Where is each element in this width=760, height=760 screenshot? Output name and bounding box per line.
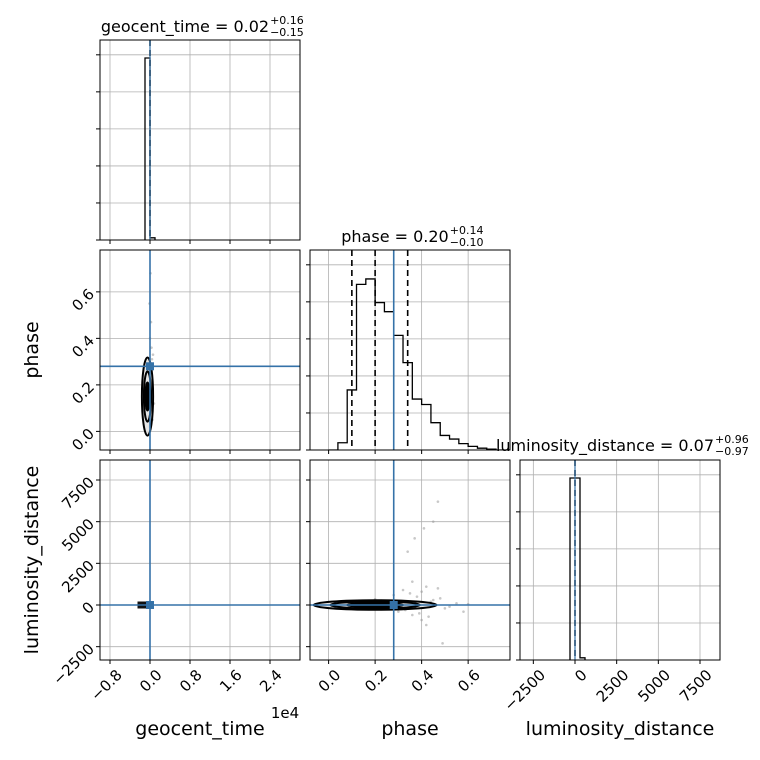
sample-point-10 [455, 602, 458, 605]
xlabel-geocent_time: geocent_time [135, 718, 264, 740]
panel-frame [519, 459, 721, 661]
sample-point-6 [150, 358, 154, 361]
sample-point-14 [150, 346, 153, 349]
title-text-geocent_time: geocent_time = 0.02 [101, 17, 269, 37]
sample-point-5 [443, 607, 447, 610]
text-layer: −0.8 0.0 0.8 1.6 2.4 0.0 0.2 0.4 0.6 −2500 0 2500 50… [21, 14, 749, 740]
ytick-label-luminosity_distance-3: 5000 [58, 515, 98, 555]
xtick-label-geocent_time-4: 2.4 [256, 666, 286, 696]
title-plus-geocent_time: +0.16 [270, 14, 304, 27]
sample-point-0 [415, 595, 419, 598]
sample-point-3 [411, 613, 414, 617]
histogram-luminosity_distance [569, 477, 586, 660]
contour-level-0 [140, 356, 155, 437]
title-plus-phase: +0.14 [450, 224, 484, 237]
truth-marker [146, 362, 154, 371]
title-luminosity_distance: luminosity_distance = 0.07 +0.96−0.97 [496, 433, 749, 458]
panel-geocent_time-vs-geocent_time [96, 39, 301, 244]
title-text-phase: phase = 0.20 [341, 227, 448, 246]
contour-level-1 [142, 370, 153, 423]
xtick-label-phase-1: 0.2 [361, 666, 391, 696]
xtick-label-phase-3: 0.6 [454, 666, 484, 696]
panel-frame [309, 249, 511, 451]
sample-point-7 [151, 353, 155, 356]
title-minus-luminosity_distance: −0.97 [715, 445, 749, 458]
offset-label-geocent_time: 1e4 [271, 704, 299, 722]
ytick-label-luminosity_distance-1: 0 [79, 598, 98, 617]
histogram-phase [328, 278, 510, 450]
ytick-label-luminosity_distance-4: 7500 [58, 473, 98, 513]
panel-frame [309, 459, 511, 661]
sample-point-24 [406, 550, 409, 553]
ytick-label-phase-3: 0.6 [68, 285, 98, 315]
xtick-label-geocent_time-3: 1.6 [216, 666, 246, 696]
sample-point-20 [436, 500, 440, 503]
panel-frame [99, 249, 301, 451]
ytick-label-phase-2: 0.4 [68, 332, 98, 362]
sample-point-18 [418, 612, 421, 615]
sample-point-15 [408, 592, 412, 595]
truth-marker [146, 601, 154, 609]
contour-level-2 [144, 381, 151, 412]
panels-layer [96, 39, 721, 664]
panel-frame [99, 459, 301, 661]
title-minus-geocent_time: −0.15 [270, 26, 304, 39]
panel-phase-vs-phase [306, 249, 511, 454]
sample-point-21 [431, 520, 435, 523]
sample-point-4 [431, 598, 435, 602]
sample-point-31 [411, 580, 414, 583]
panel-luminosity_distance-vs-geocent_time [96, 459, 301, 664]
sample-point-16 [448, 605, 451, 608]
xtick-label-phase-0: 0.0 [315, 666, 345, 696]
xtick-label-luminosity_distance-0: −2500 [500, 666, 549, 715]
truth-marker [389, 601, 398, 609]
title-text-luminosity_distance: luminosity_distance = 0.07 [496, 436, 714, 456]
sample-point-1 [420, 590, 423, 593]
xlabel-phase: phase [381, 718, 438, 740]
xtick-label-luminosity_distance-3: 5000 [634, 666, 674, 706]
ytick-label-luminosity_distance-2: 2500 [58, 557, 98, 597]
xtick-label-luminosity_distance-1: 0 [571, 666, 590, 685]
xtick-label-luminosity_distance-2: 2500 [593, 666, 633, 706]
panel-phase-vs-geocent_time [96, 249, 301, 454]
sample-point-25 [441, 642, 444, 645]
sample-point-2 [424, 585, 428, 588]
xtick-label-phase-2: 0.4 [408, 666, 438, 696]
title-phase: phase = 0.20 +0.14−0.10 [341, 224, 483, 249]
ytick-label-phase-1: 0.2 [68, 378, 98, 408]
sample-point-23 [413, 537, 416, 540]
ylabel-phase: phase [21, 321, 43, 378]
panel-frame [99, 39, 301, 241]
xtick-label-luminosity_distance-4: 7500 [676, 666, 716, 706]
sample-point-22 [422, 527, 426, 530]
sample-point-12 [424, 623, 428, 627]
panel-luminosity_distance-vs-luminosity_distance [516, 459, 721, 664]
sample-point-17 [438, 597, 442, 600]
title-plus-luminosity_distance: +0.96 [715, 433, 749, 446]
ylabel-luminosity_distance: luminosity_distance [21, 466, 43, 655]
sample-point-26 [401, 588, 405, 592]
xtick-label-geocent_time-2: 0.8 [176, 666, 206, 696]
ytick-label-luminosity_distance-0: −2500 [49, 640, 98, 689]
sample-point-27 [462, 610, 465, 613]
title-minus-phase: −0.10 [450, 236, 484, 249]
xlabel-luminosity_distance: luminosity_distance [526, 718, 715, 740]
sample-point-9 [436, 587, 440, 590]
sample-point-7 [397, 610, 400, 613]
panel-luminosity_distance-vs-phase [306, 459, 511, 664]
sample-point-13 [420, 618, 423, 622]
xtick-label-geocent_time-1: 0.0 [136, 666, 166, 696]
ytick-label-phase-0: 0.0 [68, 425, 98, 455]
sample-point-19 [427, 615, 430, 618]
xtick-label-geocent_time-0: −0.8 [87, 666, 125, 704]
title-geocent_time: geocent_time = 0.02 +0.16−0.15 [101, 14, 304, 39]
